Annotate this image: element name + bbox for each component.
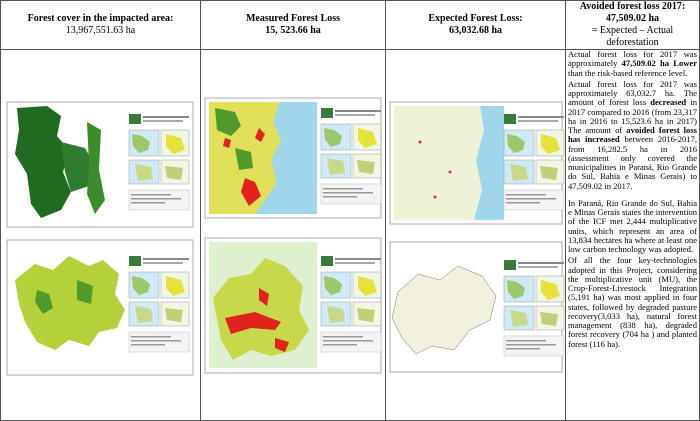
note-text: Of all the four key-technologies adopted… bbox=[568, 255, 697, 349]
header-cell: Expected Forest Loss: 63,032.68 ha bbox=[385, 0, 566, 50]
note-text: than the risk-based reference level. bbox=[568, 67, 688, 78]
note-text: Actual forest loss for 2017 was approxim… bbox=[568, 78, 697, 108]
note-text: between 2016-2017, from 16,282.5 ha in 2… bbox=[568, 134, 697, 191]
note-text: decreased bbox=[650, 97, 687, 108]
notes-cell: Actual forest loss for 2017 was approxim… bbox=[565, 49, 700, 421]
note-paragraph: Actual forest loss for 2017 was approxim… bbox=[568, 78, 697, 191]
note-text: In Paraná, Rio Grande do Sul, Bahia e Mi… bbox=[568, 197, 697, 254]
header-row: Forest cover in the impacted area: 13,967… bbox=[0, 0, 700, 50]
header-cell: Forest cover in the impacted area: 13,967… bbox=[0, 0, 201, 50]
header-value: 15, 523.66 ha bbox=[265, 25, 321, 36]
header-value: 47,509.02 ha bbox=[605, 13, 660, 24]
header-title: Expected Forest Loss: bbox=[428, 13, 523, 24]
note-text: in 2017 compared to 2016 (from 23,317 ha… bbox=[568, 97, 697, 135]
header-title: Measured Forest Loss bbox=[245, 13, 341, 24]
body-row: Actual forest loss for 2017 was approxim… bbox=[0, 49, 700, 421]
map-sheet bbox=[204, 97, 382, 219]
map-cell bbox=[385, 49, 566, 421]
note-text: 47,509.02 ha Lower bbox=[621, 58, 697, 69]
map-sheet bbox=[389, 241, 565, 373]
header-value: 63,032.68 ha bbox=[448, 25, 503, 36]
header-title: Avoided forest loss 2017: bbox=[579, 1, 686, 12]
header-title: Forest cover in the impacted area: bbox=[27, 13, 174, 24]
header-cell: Measured Forest Loss 15, 523.66 ha bbox=[200, 0, 386, 50]
note-paragraph: In Paraná, Rio Grande do Sul, Bahia e Mi… bbox=[568, 197, 697, 255]
maps bbox=[6, 101, 194, 376]
map-sheet bbox=[6, 101, 194, 228]
map-cell bbox=[0, 49, 201, 421]
note-text: Actual forest loss for 2017 was approxim… bbox=[568, 49, 697, 69]
note-paragraph: Actual forest loss for 2017 was approxim… bbox=[568, 49, 697, 78]
map-sheet bbox=[204, 237, 382, 374]
note-paragraph: Of all the four key-technologies adopted… bbox=[568, 256, 697, 349]
header-cell: Avoided forest loss 2017: 47,509.02 ha = E… bbox=[565, 0, 700, 50]
map-cell bbox=[200, 49, 386, 421]
maps bbox=[389, 101, 565, 373]
map-sheet bbox=[389, 101, 565, 225]
header-value: 13,967,551.63 ha bbox=[65, 25, 136, 36]
note-text: avoided forest loss has increased bbox=[568, 125, 697, 145]
header-note: = Expected – Actual deforestation bbox=[591, 25, 674, 48]
maps bbox=[204, 97, 382, 374]
map-sheet bbox=[6, 239, 194, 376]
